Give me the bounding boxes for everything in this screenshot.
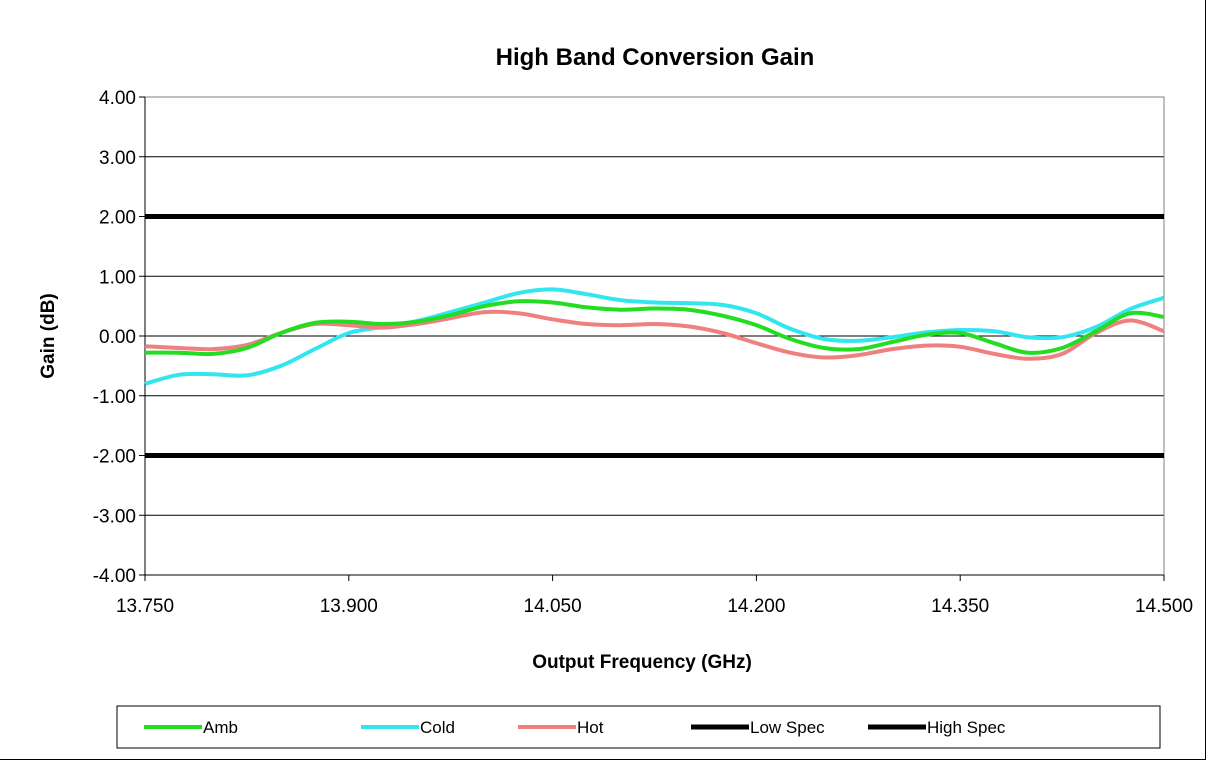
y-tick-label: -4.00 — [93, 566, 136, 587]
y-axis-ticks: -4.00 -3.00 -2.00 -1.00 0.00 1.00 2.00 3.00 4.00 — [93, 88, 146, 587]
x-tick-label: 14.350 — [931, 596, 989, 617]
legend-box — [116, 705, 1161, 749]
x-axis-ticks: 13.750 13.900 14.050 14.200 14.350 14.500 — [116, 574, 1193, 617]
legend-label: Low Spec — [750, 718, 825, 737]
legend-item-high-spec: High Spec — [868, 718, 1006, 737]
legend: Amb Cold Hot Low Spec High Spec — [144, 718, 1006, 737]
series-line-amb — [144, 299, 1165, 357]
y-tick-label: 4.00 — [99, 88, 136, 109]
y-tick-label: 2.00 — [99, 208, 136, 229]
chart-frame — [0, 0, 1206, 760]
series-lines — [144, 214, 1165, 458]
legend-item-hot: Hot — [518, 718, 604, 737]
chart-title: High Band Conversion Gain — [496, 44, 815, 71]
legend-item-cold: Cold — [361, 718, 455, 737]
legend-item-low-spec: Low Spec — [691, 718, 825, 737]
x-tick-label: 14.200 — [727, 596, 785, 617]
x-tick-label: 14.050 — [524, 596, 582, 617]
legend-item-amb: Amb — [144, 718, 238, 737]
x-tick-label: 14.500 — [1135, 596, 1193, 617]
y-tick-label: 0.00 — [99, 327, 136, 348]
series-line-cold — [144, 287, 1165, 386]
y-tick-label: 3.00 — [99, 148, 136, 169]
y-tick-label: -2.00 — [93, 447, 136, 468]
y-axis-label: Gain (dB) — [38, 293, 59, 379]
x-axis-label: Output Frequency (GHz) — [532, 652, 752, 673]
legend-label: Cold — [420, 718, 455, 737]
y-tick-label: -1.00 — [93, 387, 136, 408]
y-tick-label: -3.00 — [93, 506, 136, 527]
x-tick-label: 13.900 — [320, 596, 378, 617]
y-tick-label: 1.00 — [99, 267, 136, 288]
x-tick-label: 13.750 — [116, 596, 174, 617]
legend-label: Hot — [577, 718, 604, 737]
legend-label: High Spec — [927, 718, 1006, 737]
legend-label: Amb — [203, 718, 238, 737]
